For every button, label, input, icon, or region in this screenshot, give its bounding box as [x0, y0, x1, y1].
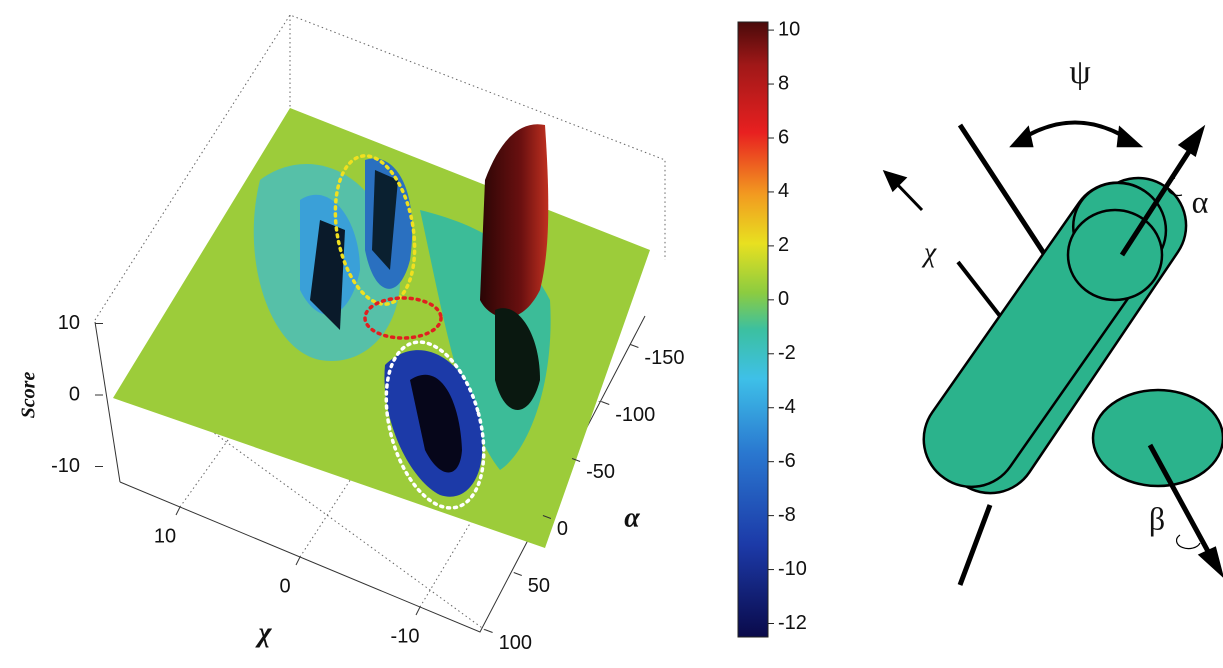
chi-label: χ: [921, 237, 937, 268]
x-tick: [415, 606, 421, 616]
z-tick-label: 0: [69, 383, 80, 405]
z-tick-label: 10: [58, 312, 80, 334]
colorbar-tick-label: -4: [778, 396, 796, 418]
y-tick-label: -50: [586, 461, 615, 483]
colorbar-tick-label: 4: [778, 180, 789, 202]
y-tick: [484, 629, 493, 633]
surface: [113, 108, 650, 548]
y-tick-label: 100: [499, 632, 532, 654]
diagram: [882, 120, 1223, 586]
beta-label: β: [1149, 500, 1165, 536]
x-tick: [295, 556, 301, 566]
y-tick: [630, 344, 639, 348]
colorbar-tick-label: -12: [778, 612, 807, 634]
colorbar-tick-label: 6: [778, 126, 789, 148]
x-axis-label: χ: [254, 617, 272, 648]
colorbar-tick-label: 10: [778, 18, 800, 40]
colorbar-tick-label: 2: [778, 234, 789, 256]
y-tick-label: 0: [557, 518, 568, 540]
alpha-label: α: [1192, 183, 1209, 219]
colorbar-tick-label: -10: [778, 558, 807, 580]
colorbar-tick-label: 8: [778, 72, 789, 94]
x-tick-label: 0: [279, 575, 290, 597]
y-tick: [571, 458, 581, 462]
colorbar-tick-label: 0: [778, 288, 789, 310]
colorbar-tick-label: -2: [778, 342, 796, 364]
y-tick: [542, 515, 552, 519]
y-tick: [513, 572, 522, 576]
x-tick: [175, 506, 181, 516]
psi-label: ψ: [1069, 54, 1090, 91]
x-tick-label: 10: [154, 525, 176, 547]
colorbar-tick-label: -8: [778, 504, 796, 526]
z-tick-label: -10: [51, 455, 80, 477]
colorbar-tick-label: -6: [778, 450, 796, 472]
colorbar: [737, 21, 769, 638]
y-tick-label: 50: [528, 575, 550, 597]
y-tick: [601, 401, 610, 405]
y-axis-label: α: [624, 502, 640, 533]
y-tick-label: -150: [644, 347, 684, 369]
x-tick-label: -10: [391, 625, 420, 647]
z-axis-label: Score: [18, 372, 40, 419]
y-tick-label: -100: [615, 404, 655, 426]
